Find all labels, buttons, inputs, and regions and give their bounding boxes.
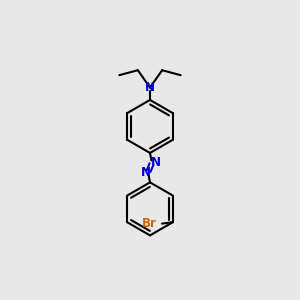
Text: N: N	[145, 81, 155, 94]
Text: N: N	[141, 167, 151, 179]
Text: N: N	[151, 157, 160, 169]
Text: Br: Br	[142, 217, 157, 230]
